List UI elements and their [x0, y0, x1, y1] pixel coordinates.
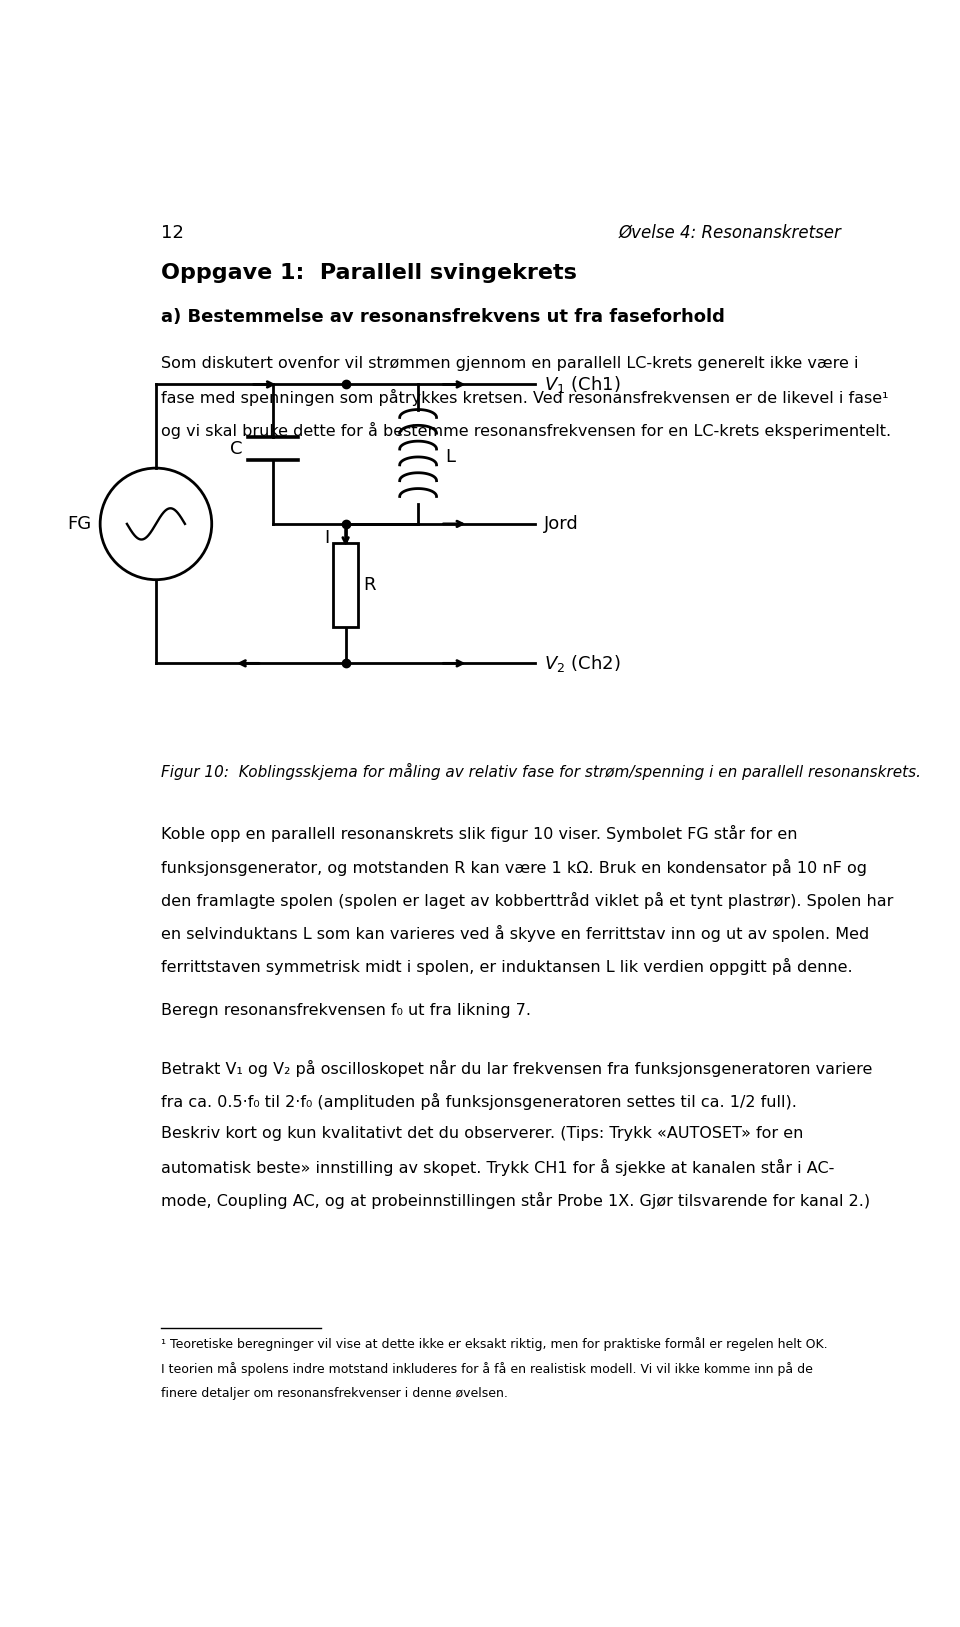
Text: Øvelse 4: Resonanskretser: Øvelse 4: Resonanskretser: [619, 225, 842, 242]
Text: den framlagte spolen (spolen er laget av kobberttråd viklet på et tynt plastrør): den framlagte spolen (spolen er laget av…: [161, 892, 894, 909]
Text: Koble opp en parallell resonanskrets slik figur 10 viser. Symbolet FG står for e: Koble opp en parallell resonanskrets sli…: [161, 825, 798, 843]
Text: C: C: [229, 439, 243, 457]
Text: en selvinduktans L som kan varieres ved å skyve en ferrittstav inn og ut av spol: en selvinduktans L som kan varieres ved …: [161, 926, 869, 942]
Text: fase med spenningen som påtrykkes kretsen. Ved resonansfrekvensen er de likevel : fase med spenningen som påtrykkes kretse…: [161, 389, 888, 405]
Text: I teorien må spolens indre motstand inkluderes for å få en realistisk modell. Vi: I teorien må spolens indre motstand inkl…: [161, 1362, 813, 1375]
Text: Oppgave 1:  Parallell svingekrets: Oppgave 1: Parallell svingekrets: [161, 264, 577, 283]
Text: L: L: [444, 447, 455, 465]
Text: Beregn resonansfrekvensen f₀ ut fra likning 7.: Beregn resonansfrekvensen f₀ ut fra likn…: [161, 1004, 531, 1019]
Text: Betrakt V₁ og V₂ på oscilloskopet når du lar frekvensen fra funksjonsgeneratoren: Betrakt V₁ og V₂ på oscilloskopet når du…: [161, 1059, 873, 1077]
Text: I: I: [324, 529, 330, 547]
Text: funksjonsgenerator, og motstanden R kan være 1 kΩ. Bruk en kondensator på 10 nF : funksjonsgenerator, og motstanden R kan …: [161, 859, 867, 875]
Text: mode, Coupling AC, og at probeinnstillingen står Probe 1X. Gjør tilsvarende for : mode, Coupling AC, og at probeinnstillin…: [161, 1193, 870, 1209]
Text: Beskriv kort og kun kvalitativt det du observerer. (Tips: Trykk «AUTOSET» for en: Beskriv kort og kun kvalitativt det du o…: [161, 1126, 804, 1141]
Text: $V_2$ (Ch2): $V_2$ (Ch2): [543, 652, 620, 674]
Text: Jord: Jord: [543, 514, 578, 534]
Text: R: R: [364, 576, 376, 594]
Text: Som diskutert ovenfor vil strømmen gjennom en parallell LC-krets generelt ikke v: Som diskutert ovenfor vil strømmen gjenn…: [161, 356, 858, 371]
Text: a) Bestemmelse av resonansfrekvens ut fra faseforhold: a) Bestemmelse av resonansfrekvens ut fr…: [161, 308, 725, 325]
Text: FG: FG: [67, 514, 92, 534]
Text: fra ca. 0.5⋅f₀ til 2⋅f₀ (amplituden på funksjonsgeneratoren settes til ca. 1/2 f: fra ca. 0.5⋅f₀ til 2⋅f₀ (amplituden på f…: [161, 1093, 797, 1110]
Text: $V_1$ (Ch1): $V_1$ (Ch1): [543, 374, 620, 395]
Text: 12: 12: [161, 225, 183, 242]
Text: finere detaljer om resonansfrekvenser i denne øvelsen.: finere detaljer om resonansfrekvenser i …: [161, 1386, 508, 1399]
Text: automatisk beste» innstilling av skopet. Trykk CH1 for å sjekke at kanalen står : automatisk beste» innstilling av skopet.…: [161, 1160, 834, 1176]
Text: Figur 10:  Koblingsskjema for måling av relativ fase for strøm/spenning i en par: Figur 10: Koblingsskjema for måling av r…: [161, 763, 921, 779]
Text: ¹ Teoretiske beregninger vil vise at dette ikke er eksakt riktig, men for prakti: ¹ Teoretiske beregninger vil vise at det…: [161, 1336, 828, 1350]
Bar: [333, 543, 358, 626]
Text: og vi skal bruke dette for å bestemme resonansfrekvensen for en LC-krets eksperi: og vi skal bruke dette for å bestemme re…: [161, 421, 891, 439]
Text: ferrittstaven symmetrisk midt i spolen, er induktansen L lik verdien oppgitt på : ferrittstaven symmetrisk midt i spolen, …: [161, 958, 852, 975]
